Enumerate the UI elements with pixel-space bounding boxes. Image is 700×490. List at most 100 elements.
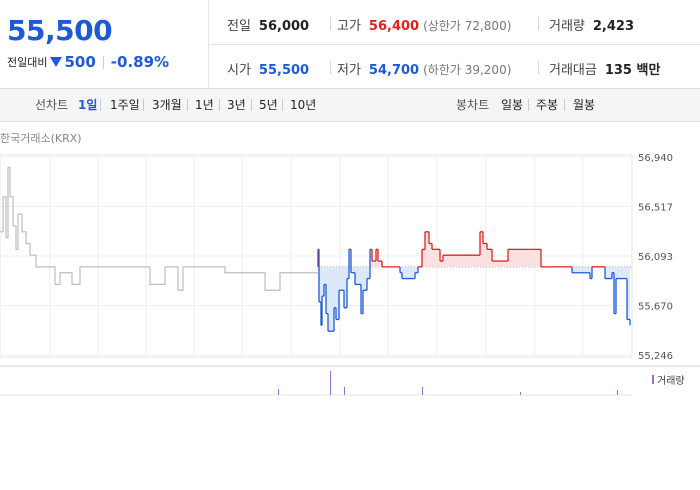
- rise-area: [432, 249, 440, 267]
- volume-bar: [617, 390, 618, 395]
- tab-3-months[interactable]: 3개월: [152, 98, 182, 112]
- divider: [219, 99, 220, 111]
- rise-area: [378, 261, 382, 267]
- low-label: 저가: [337, 63, 361, 78]
- prev-close-label: 전일: [227, 19, 251, 34]
- previous-day-line: [0, 166, 318, 291]
- volume-bar: [520, 392, 521, 395]
- fall-area: [590, 266, 592, 279]
- fall-area: [319, 266, 321, 302]
- candle-chart-label: 봉차트: [456, 98, 490, 112]
- volume-bar: [344, 387, 345, 395]
- divider: [187, 99, 188, 111]
- divider: [528, 99, 529, 111]
- rise-area: [480, 231, 483, 267]
- fall-area: [351, 266, 355, 273]
- fall-area: [347, 266, 349, 279]
- fall-area: [344, 266, 347, 308]
- y-tick-label: 55,246: [638, 351, 673, 362]
- volume: 거래량 2,423: [549, 15, 634, 34]
- prev-close-value: 56,000: [258, 19, 310, 34]
- fall-area: [402, 266, 415, 279]
- fall-area: [367, 266, 370, 279]
- volume-swatch: [652, 375, 654, 384]
- quote-panel: 55,500 전일대비 500 -0.89% 전일 56,000 고가 56,4…: [0, 0, 700, 89]
- tab-5-years[interactable]: 5년: [259, 98, 278, 112]
- fall-area: [612, 266, 614, 273]
- rise-area: [376, 249, 378, 267]
- y-tick-label: 55,670: [638, 301, 673, 312]
- tab-monthly-candle[interactable]: 월봉: [573, 98, 596, 112]
- tab-daily-candle[interactable]: 일봉: [501, 98, 524, 112]
- volume-legend-label: 거래량: [657, 376, 685, 387]
- period-bar: 선차트 1일 1주일 3개월 1년 3년 5년 10년 봉차트 일봉 주봉 월봉: [0, 89, 700, 122]
- change-row: 전일대비 500 -0.89%: [7, 53, 169, 71]
- divider: [564, 99, 565, 111]
- fall-area: [324, 266, 326, 285]
- price-chart[interactable]: 56,940 56,517 56,093 55,670 55,246: [0, 140, 700, 400]
- rise-area: [483, 243, 487, 267]
- fall-area: [415, 266, 418, 273]
- volume-bar: [330, 371, 331, 395]
- volume-label: 거래량: [549, 19, 585, 34]
- data-source: 한국거래소(KRX): [0, 132, 82, 145]
- open-price: 시가 55,500: [227, 59, 309, 78]
- divider: [330, 17, 331, 30]
- divider: [102, 55, 104, 69]
- fall-area: [334, 266, 336, 308]
- rise-area: [496, 261, 508, 267]
- change-label: 전일대비: [7, 56, 48, 69]
- rise-area: [492, 261, 496, 267]
- line-chart-label: 선차트: [35, 98, 69, 112]
- rise-area: [425, 231, 429, 267]
- current-price: 55,500: [7, 14, 113, 47]
- amount-label: 거래대금: [549, 63, 597, 78]
- divider: [208, 44, 700, 45]
- tab-1-week[interactable]: 1주일: [110, 98, 140, 112]
- change-value: 500: [64, 53, 96, 71]
- y-tick-label: 56,093: [638, 252, 673, 263]
- tab-weekly-candle[interactable]: 주봉: [536, 98, 559, 112]
- divider: [282, 99, 283, 111]
- change-percent: -0.89%: [110, 53, 170, 71]
- high-label: 고가: [337, 19, 361, 34]
- fall-area: [328, 266, 334, 332]
- tab-1-year[interactable]: 1년: [195, 98, 214, 112]
- amount-value: 135 백만: [604, 63, 661, 78]
- fall-area: [605, 266, 612, 279]
- tab-10-years[interactable]: 10년: [290, 98, 317, 112]
- fall-area: [572, 266, 590, 273]
- low-value: 54,700: [368, 63, 420, 78]
- fall-area: [627, 266, 630, 320]
- y-tick-label: 56,940: [638, 153, 673, 164]
- low-price: 저가 54,700 (하한가 39,200): [337, 59, 511, 78]
- fall-area: [355, 266, 361, 285]
- fall-area: [326, 266, 328, 314]
- fall-area: [336, 266, 339, 320]
- rise-area: [372, 261, 376, 267]
- fall-area: [361, 266, 363, 314]
- divider: [330, 61, 331, 74]
- fall-area: [400, 266, 402, 273]
- volume-legend: 거래량: [652, 372, 685, 387]
- fall-area: [322, 266, 324, 297]
- rise-area: [508, 249, 541, 267]
- y-tick-label: 56,517: [638, 202, 673, 213]
- trade-amount: 거래대금 135 백만: [549, 59, 660, 78]
- lower-limit: (하한가 39,200): [423, 63, 512, 77]
- rise-area: [422, 249, 425, 267]
- divider: [251, 99, 252, 111]
- volume-bar: [278, 389, 279, 395]
- open-value: 55,500: [258, 63, 310, 78]
- fall-area: [616, 266, 627, 279]
- tab-3-years[interactable]: 3년: [227, 98, 246, 112]
- price-box: 55,500 전일대비 500 -0.89%: [0, 0, 209, 88]
- fall-area: [614, 266, 616, 314]
- rise-area: [487, 249, 492, 267]
- high-value: 56,400: [368, 19, 420, 34]
- divider: [538, 61, 539, 74]
- rise-area: [349, 249, 351, 267]
- open-label: 시가: [227, 63, 251, 78]
- divider: [143, 99, 144, 111]
- tab-1-day[interactable]: 1일: [78, 98, 98, 112]
